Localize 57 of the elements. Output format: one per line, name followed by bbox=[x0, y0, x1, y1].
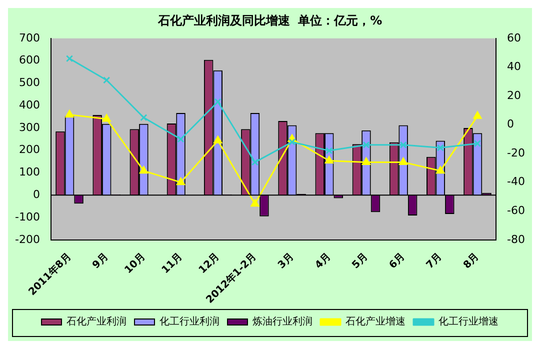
y2-tick-label: 20 bbox=[507, 88, 522, 102]
legend-label: 炼油行业利润 bbox=[252, 316, 312, 328]
y2-tick-label: 60 bbox=[507, 31, 522, 44]
x-tick-label: 7月 bbox=[424, 251, 444, 272]
x-tick-label: 3月 bbox=[276, 251, 296, 272]
y-tick-label: -200 bbox=[14, 232, 40, 246]
point bbox=[436, 166, 445, 174]
legend-label: 化工行业增速 bbox=[438, 316, 498, 328]
x-tick-label: 6月 bbox=[387, 251, 408, 272]
x-tick-label: 4月 bbox=[313, 251, 334, 272]
y2-tick-label: 0 bbox=[507, 118, 514, 131]
point bbox=[326, 147, 333, 154]
point bbox=[177, 136, 184, 143]
point bbox=[250, 199, 260, 207]
legend-label: 石化产业利润 bbox=[66, 316, 126, 328]
point bbox=[400, 141, 407, 148]
point bbox=[140, 114, 148, 122]
y2-tick-label: -60 bbox=[507, 204, 525, 217]
y-tick-label: -100 bbox=[14, 210, 40, 224]
y2-tick-label: -40 bbox=[507, 175, 525, 188]
y-tick-label: 400 bbox=[18, 98, 40, 112]
point bbox=[214, 98, 222, 106]
point bbox=[362, 141, 370, 148]
x-tick-label: 5月 bbox=[350, 251, 370, 272]
y2-tick-label: -20 bbox=[507, 146, 525, 160]
y-tick-label: 0 bbox=[32, 188, 40, 201]
point bbox=[474, 140, 482, 148]
y2-tick-label: 40 bbox=[507, 60, 522, 74]
y-tick-label: 100 bbox=[18, 166, 40, 179]
point bbox=[473, 111, 482, 119]
point bbox=[65, 110, 74, 118]
y-tick-label: 600 bbox=[18, 54, 40, 67]
point bbox=[362, 157, 370, 165]
y-tick-label: 700 bbox=[18, 31, 40, 44]
point bbox=[324, 156, 334, 164]
point bbox=[288, 138, 296, 146]
point bbox=[251, 158, 259, 166]
y-tick-label: 300 bbox=[18, 120, 40, 134]
legend-label: 化工行业利润 bbox=[160, 316, 220, 328]
point bbox=[66, 54, 74, 62]
point bbox=[399, 157, 408, 165]
point bbox=[103, 76, 110, 84]
x-tick-label: 8月 bbox=[462, 251, 482, 272]
x-tick-label: 9月 bbox=[90, 251, 111, 272]
point bbox=[102, 114, 111, 122]
x-tick-label: 10月 bbox=[122, 251, 148, 276]
point bbox=[176, 178, 185, 186]
y2-tick-label: -80 bbox=[507, 232, 525, 246]
point bbox=[139, 166, 148, 174]
legend-label: 石化产业增速 bbox=[346, 316, 406, 328]
point bbox=[436, 144, 444, 152]
chart-title: 石化产业利润及同比增速 单位：亿元，% bbox=[156, 13, 382, 28]
x-tick-label: 11月 bbox=[160, 251, 185, 276]
y-tick-label: 500 bbox=[18, 76, 40, 90]
x-tick-label: 12月 bbox=[197, 251, 222, 276]
y-tick-label: 200 bbox=[18, 143, 40, 156]
point bbox=[214, 136, 222, 144]
